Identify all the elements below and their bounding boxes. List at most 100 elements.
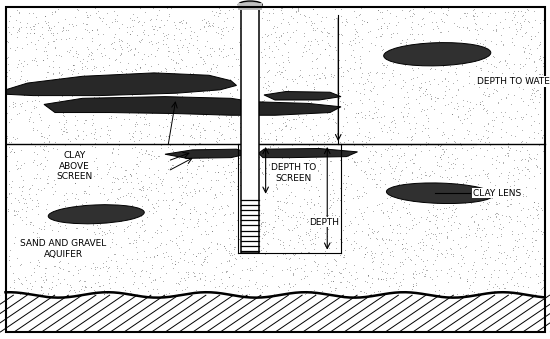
Point: [253, 165, 262, 171]
Point: [278, 222, 287, 228]
Point: [264, 87, 273, 93]
Point: [454, 45, 463, 51]
Point: [281, 252, 290, 257]
Point: [414, 181, 422, 187]
Point: [408, 274, 417, 280]
Point: [329, 56, 338, 61]
Point: [497, 126, 505, 132]
Point: [491, 22, 500, 27]
Point: [129, 280, 138, 285]
Point: [4, 18, 13, 24]
Point: [148, 210, 157, 215]
Point: [416, 23, 425, 29]
Point: [492, 165, 501, 171]
Point: [261, 40, 270, 45]
Point: [521, 223, 530, 229]
Point: [334, 40, 343, 45]
Point: [387, 31, 395, 36]
Point: [147, 181, 156, 186]
Point: [26, 221, 35, 226]
Point: [74, 133, 82, 138]
Point: [307, 199, 316, 204]
Point: [309, 159, 318, 164]
Point: [55, 97, 64, 103]
Point: [153, 253, 162, 258]
Point: [447, 133, 456, 138]
Point: [425, 78, 433, 83]
Point: [530, 106, 539, 111]
Point: [216, 48, 225, 54]
Point: [470, 260, 478, 265]
Point: [476, 234, 485, 240]
Point: [339, 266, 348, 272]
Point: [518, 127, 527, 133]
Point: [349, 8, 358, 14]
Point: [305, 42, 314, 47]
Point: [245, 116, 254, 122]
Point: [299, 116, 307, 121]
Point: [14, 27, 23, 33]
Point: [454, 190, 463, 195]
Point: [199, 162, 207, 168]
Point: [14, 200, 23, 205]
Point: [317, 104, 326, 109]
Point: [33, 258, 42, 263]
Point: [267, 95, 276, 100]
Point: [476, 41, 485, 46]
Point: [471, 58, 480, 63]
Point: [30, 97, 39, 102]
Point: [493, 283, 502, 288]
Point: [120, 228, 129, 234]
Point: [90, 135, 99, 141]
Point: [326, 284, 334, 289]
Point: [416, 257, 425, 262]
Point: [313, 230, 322, 235]
Point: [101, 239, 109, 244]
Point: [237, 101, 246, 107]
Point: [99, 282, 108, 288]
Point: [26, 239, 35, 244]
Point: [395, 177, 404, 182]
Point: [328, 268, 337, 274]
Point: [468, 46, 476, 51]
Point: [250, 132, 258, 137]
Point: [275, 99, 284, 105]
Point: [282, 123, 290, 128]
Point: [524, 8, 532, 13]
Point: [414, 220, 423, 225]
Point: [224, 203, 233, 208]
Point: [301, 232, 310, 237]
Point: [314, 167, 323, 173]
Point: [94, 108, 103, 113]
Point: [175, 94, 184, 99]
Point: [394, 182, 403, 187]
Point: [62, 191, 70, 196]
Point: [262, 85, 271, 91]
Point: [251, 120, 260, 126]
Point: [274, 62, 283, 67]
Point: [438, 210, 447, 215]
Point: [179, 140, 188, 146]
Point: [252, 263, 261, 268]
Point: [135, 149, 144, 155]
Point: [2, 279, 11, 284]
Point: [511, 21, 520, 26]
Point: [135, 65, 144, 71]
Point: [433, 248, 442, 253]
Point: [283, 55, 292, 60]
Point: [154, 98, 163, 103]
Point: [205, 244, 214, 250]
Point: [213, 139, 222, 145]
Point: [263, 82, 272, 87]
Point: [217, 203, 226, 209]
Point: [41, 49, 50, 54]
Point: [214, 283, 223, 288]
Point: [95, 283, 103, 289]
Point: [175, 184, 184, 190]
Point: [95, 230, 103, 236]
Point: [502, 213, 510, 219]
Point: [13, 255, 21, 260]
Point: [377, 235, 386, 241]
Point: [221, 85, 229, 91]
Point: [106, 229, 114, 235]
